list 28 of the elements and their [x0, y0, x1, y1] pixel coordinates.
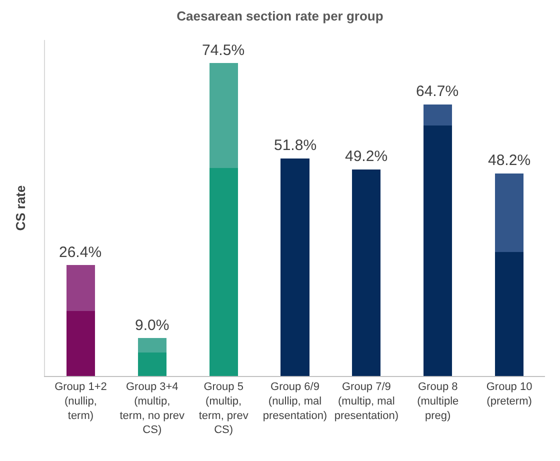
- annotation: 51.8%: [274, 137, 317, 154]
- annotation: 9.0%: [135, 317, 170, 334]
- y-axis-title: CS rate: [12, 185, 28, 231]
- bar: [495, 252, 524, 376]
- x-tick-label: Group 1+2 (nullip, term): [54, 381, 107, 422]
- bar: [424, 104, 452, 126]
- bar: [66, 265, 95, 311]
- bar: [209, 63, 238, 168]
- bar: [138, 338, 166, 353]
- x-tick-label: Group 5 (multip, term, prev CS): [198, 381, 249, 436]
- annotation: 26.4%: [59, 244, 102, 261]
- bar: [424, 125, 452, 376]
- bar: [495, 173, 524, 252]
- bar: [280, 158, 310, 376]
- annotation: 64.7%: [416, 83, 459, 100]
- x-tick-label: Group 8 (multiple preg): [417, 381, 459, 422]
- annotation: 74.5%: [202, 42, 245, 59]
- x-tick-label: Group 3+4 (multip, term, no prev CS): [120, 381, 186, 436]
- bar: [209, 168, 238, 376]
- chart-title: Caesarean section rate per group: [176, 8, 384, 24]
- annotation: 49.2%: [345, 148, 388, 165]
- x-tick-label: Group 6/9 (nullip, mal presentation): [262, 381, 328, 422]
- x-tick-label: Group 10 (preterm): [486, 381, 532, 408]
- bar: [352, 169, 381, 376]
- x-tick-label: Group 7/9 (multip, mal presentation): [334, 381, 399, 422]
- bar: [66, 310, 95, 376]
- annotation: 48.2%: [488, 152, 531, 169]
- bar: [138, 352, 166, 376]
